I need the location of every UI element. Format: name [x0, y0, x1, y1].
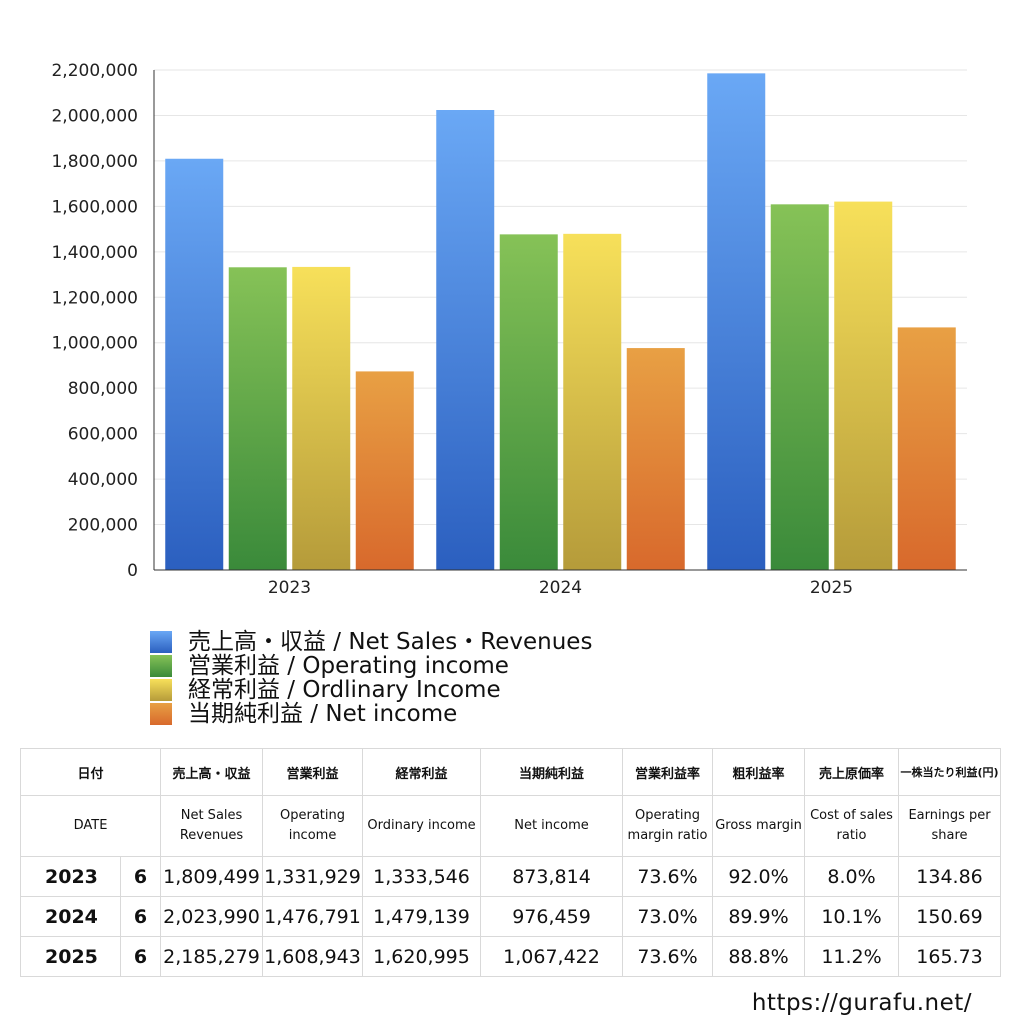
table-row: 2025 6 2,185,279 1,608,943 1,620,995 1,0… [20, 936, 1002, 977]
grid-lines [154, 69, 967, 526]
legend-swatch [150, 679, 172, 701]
y-tick-label: 0 [127, 561, 138, 581]
bar-2023-series-3 [355, 371, 414, 570]
net-income-cell: 976,459 [480, 896, 624, 937]
financial-table: 日付 売上高・収益 営業利益 経常利益 当期純利益 営業利益率 粗利益率 売上原… [19, 748, 1002, 977]
header-row-jp: 日付 売上高・収益 営業利益 経常利益 当期純利益 営業利益率 粗利益率 売上原… [19, 748, 1002, 796]
ordinary-cell: 1,479,139 [362, 896, 482, 937]
net-income-cell: 873,814 [480, 856, 624, 897]
y-tick-label: 200,000 [68, 516, 138, 536]
legend-swatch [150, 703, 172, 725]
header-cell: 売上高・収益 [160, 748, 264, 796]
y-tick-label: 800,000 [68, 379, 138, 399]
bar-2024-series-3 [626, 348, 685, 570]
site-url[interactable]: https://gurafu.net/ [751, 990, 972, 1016]
x-tick-label: 2023 [268, 578, 311, 598]
year-cell: 2024 [20, 896, 121, 937]
ordinary-cell: 1,620,995 [362, 936, 482, 977]
gross-margin-cell: 88.8% [712, 936, 806, 977]
op-margin-cell: 73.0% [622, 896, 714, 937]
y-tick-label: 2,200,000 [51, 61, 138, 81]
bar-2025-series-0 [707, 73, 766, 571]
eps-cell: 134.86 [898, 856, 1002, 897]
header-cell: DATE [19, 795, 162, 857]
header-cell: Gross margin [712, 795, 806, 857]
eps-cell: 165.73 [898, 936, 1002, 977]
legend-item-operating: 営業利益 / Operating income [150, 654, 592, 678]
gross-margin-cell: 92.0% [712, 856, 806, 897]
bar-2023-series-0 [165, 158, 224, 570]
legend-label: 売上高・収益 / Net Sales・Revenues [188, 629, 593, 655]
legend-label: 営業利益 / Operating income [188, 653, 509, 679]
header-cell: 経常利益 [362, 748, 482, 796]
y-tick-label: 600,000 [68, 425, 138, 445]
header-cell: Operating income [262, 795, 364, 857]
legend-swatch [150, 631, 172, 653]
table-row: 2023 6 1,809,499 1,331,929 1,333,546 873… [20, 856, 1002, 897]
operating-cell: 1,476,791 [262, 896, 364, 937]
legend-item-net-sales: 売上高・収益 / Net Sales・Revenues [150, 630, 592, 654]
net-sales-cell: 2,023,990 [160, 896, 264, 937]
header-cell: Cost of sales ratio [804, 795, 900, 857]
cost-ratio-cell: 10.1% [804, 896, 900, 937]
bar-chart: 0 200,000 400,000 600,000 800,000 1,000,000 1,… [51, 61, 967, 598]
y-tick-label: 1,800,000 [51, 152, 138, 172]
month-cell: 6 [119, 936, 162, 977]
header-cell: Earnings per share [898, 795, 1002, 857]
year-cell: 2023 [20, 856, 121, 897]
legend: 売上高・収益 / Net Sales・Revenues 営業利益 / Opera… [150, 630, 592, 726]
net-sales-cell: 1,809,499 [160, 856, 264, 897]
header-cell: 営業利益 [262, 748, 364, 796]
header-cell: Operating margin ratio [622, 795, 714, 857]
cost-ratio-cell: 8.0% [804, 856, 900, 897]
month-cell: 6 [119, 896, 162, 937]
header-cell: Net income [480, 795, 624, 857]
legend-item-net-income: 当期純利益 / Net income [150, 702, 592, 726]
eps-cell: 150.69 [898, 896, 1002, 937]
month-cell: 6 [119, 856, 162, 897]
y-tick-label: 1,400,000 [51, 243, 138, 263]
gross-margin-cell: 89.9% [712, 896, 806, 937]
x-tick-label: 2024 [539, 578, 582, 598]
bar-2024-series-1 [499, 234, 558, 571]
y-tick-label: 2,000,000 [51, 106, 138, 126]
bar-2025-series-2 [834, 201, 893, 570]
header-cell: Net Sales Revenues [160, 795, 264, 857]
y-tick-label: 400,000 [68, 470, 138, 490]
axes: 0 200,000 400,000 600,000 800,000 1,000,000 1,… [51, 61, 967, 598]
bars [165, 73, 956, 571]
legend-swatch [150, 655, 172, 677]
cost-ratio-cell: 11.2% [804, 936, 900, 977]
operating-cell: 1,608,943 [262, 936, 364, 977]
header-cell: 一株当たり利益(円) [898, 748, 1002, 796]
bar-2023-series-1 [228, 267, 287, 570]
year-cell: 2025 [20, 936, 121, 977]
header-cell: Ordinary income [362, 795, 482, 857]
header-cell: 粗利益率 [712, 748, 806, 796]
header-row-en: DATE Net Sales Revenues Operating income… [19, 795, 1002, 857]
op-margin-cell: 73.6% [622, 936, 714, 977]
header-cell: 日付 [19, 748, 162, 796]
header-cell: 営業利益率 [622, 748, 714, 796]
x-tick-label: 2025 [810, 578, 853, 598]
legend-label: 経常利益 / Ordlinary Income [188, 677, 501, 703]
op-margin-cell: 73.6% [622, 856, 714, 897]
header-cell: 当期純利益 [480, 748, 624, 796]
ordinary-cell: 1,333,546 [362, 856, 482, 897]
legend-label: 当期純利益 / Net income [188, 701, 458, 727]
bar-2023-series-2 [292, 266, 351, 570]
bar-2024-series-0 [436, 110, 495, 571]
y-tick-label: 1,200,000 [51, 288, 138, 308]
net-income-cell: 1,067,422 [480, 936, 624, 977]
operating-cell: 1,331,929 [262, 856, 364, 897]
legend-item-ordinary: 経常利益 / Ordlinary Income [150, 678, 592, 702]
y-tick-label: 1,600,000 [51, 197, 138, 217]
table-row: 2024 6 2,023,990 1,476,791 1,479,139 976… [20, 896, 1002, 937]
bar-2024-series-2 [563, 233, 622, 571]
header-cell: 売上原価率 [804, 748, 900, 796]
y-tick-label: 1,000,000 [51, 334, 138, 354]
bar-2025-series-3 [897, 327, 956, 570]
net-sales-cell: 2,185,279 [160, 936, 264, 977]
bar-2025-series-1 [770, 204, 829, 571]
